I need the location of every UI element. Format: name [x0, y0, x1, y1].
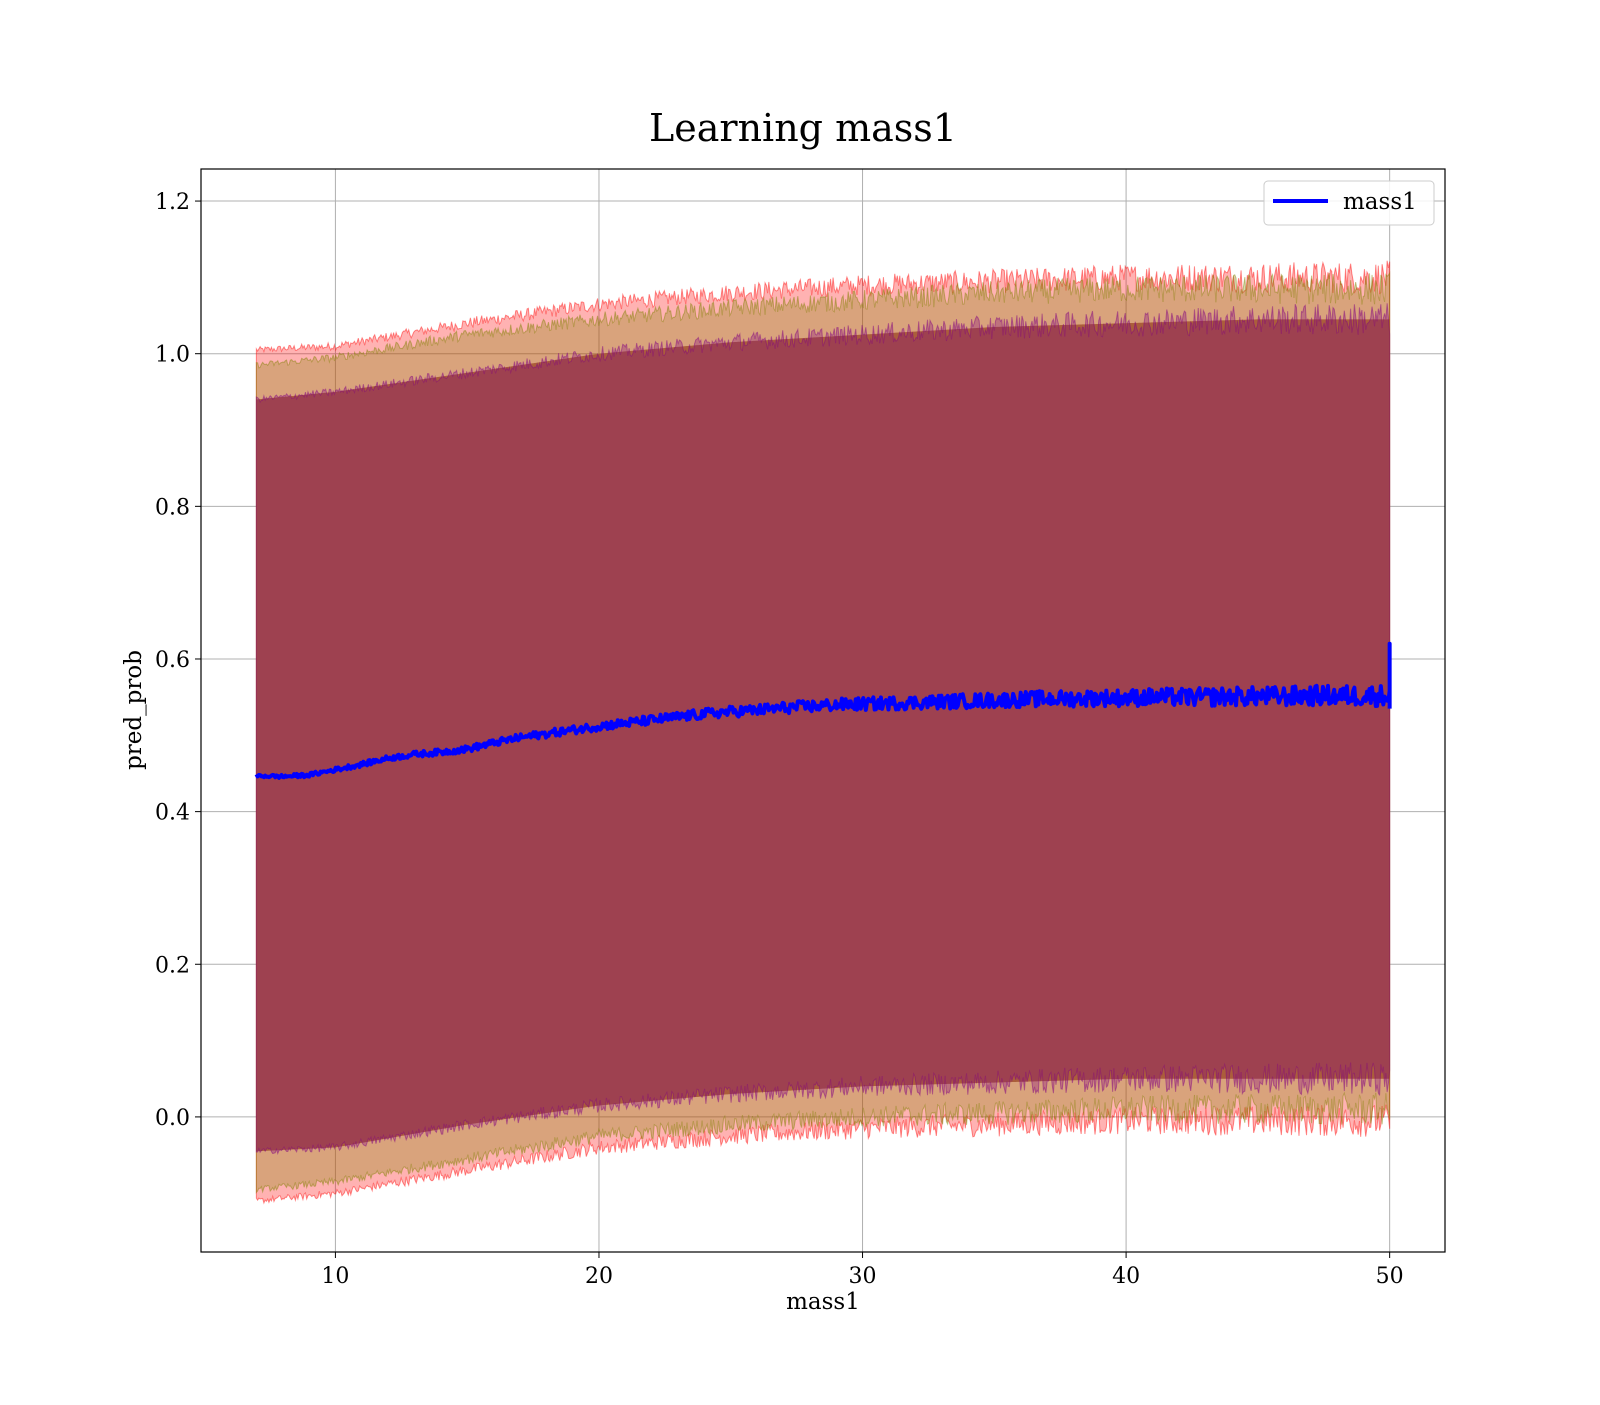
line-layer	[254, 641, 1392, 780]
x-tick-label: 30	[849, 1264, 877, 1289]
y-tick-label: 0.2	[155, 953, 190, 978]
y-axis-label: pred_prob	[121, 650, 147, 770]
series-line-mass1	[254, 641, 1392, 780]
x-tick-label: 50	[1376, 1264, 1404, 1289]
y-tick-label: 0.6	[155, 648, 190, 673]
band-middle	[255, 271, 1391, 1194]
plot-frame	[200, 168, 1446, 1253]
y-tick-label: 1.0	[155, 343, 190, 368]
y-tick-label: 0.0	[155, 1106, 190, 1131]
y-tick-label: 0.8	[155, 495, 190, 520]
legend: mass1	[1263, 180, 1435, 226]
band-outer	[255, 260, 1391, 1205]
tick-layer: 10 20 30 40 50 0.0 0.2 0.4 0.6 0.8 1.0 1.2	[155, 190, 1404, 1289]
y-tick-label: 1.2	[155, 190, 190, 215]
x-tick-label: 20	[585, 1264, 613, 1289]
y-tick-label: 0.4	[155, 801, 190, 826]
core-band-fill	[256, 319, 1390, 1152]
chart-title: Learning mass1	[649, 106, 957, 150]
legend-label: mass1	[1343, 189, 1417, 215]
legend-box	[1263, 180, 1435, 226]
band-layer	[255, 260, 1391, 1205]
x-tick-label: 10	[321, 1264, 349, 1289]
x-tick-label: 40	[1112, 1264, 1140, 1289]
band-inner	[255, 303, 1391, 1155]
x-axis-label: mass1	[786, 1289, 860, 1315]
